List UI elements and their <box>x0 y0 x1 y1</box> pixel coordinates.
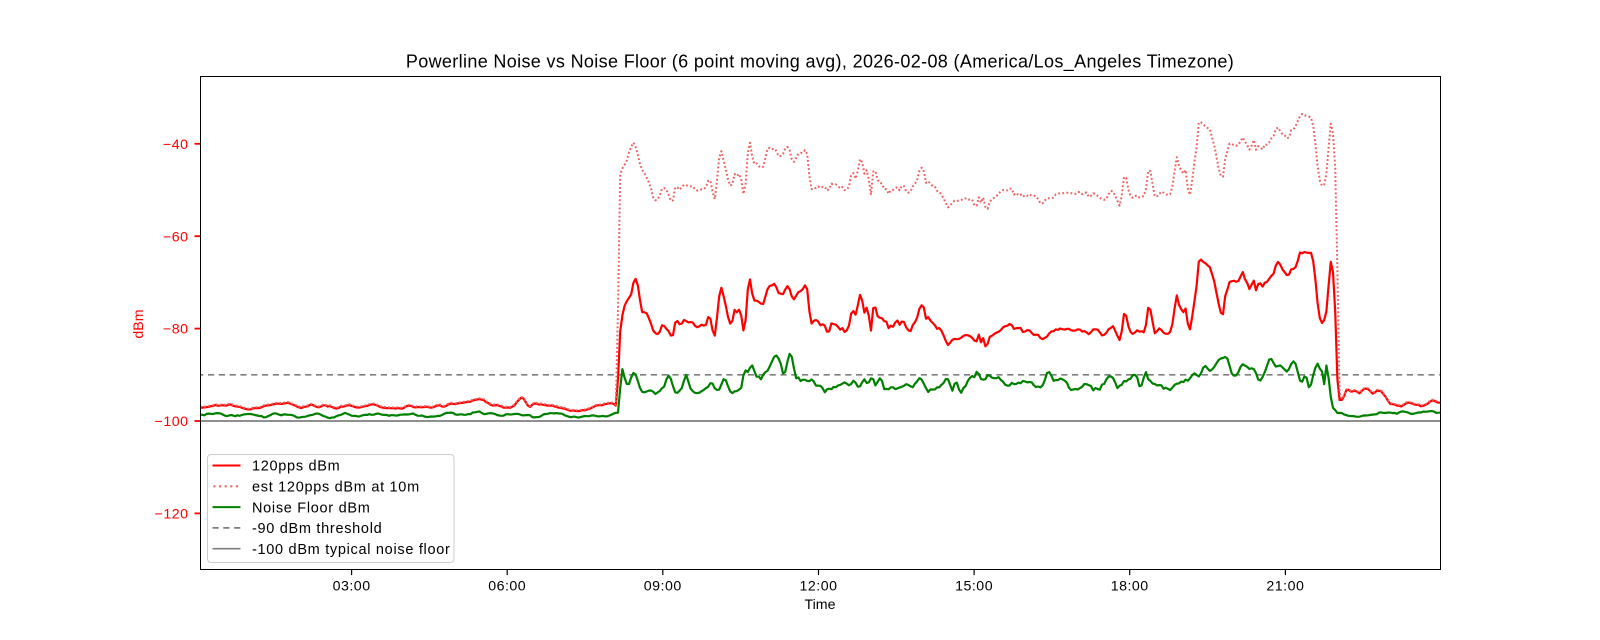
svg-text:−120: −120 <box>155 507 189 523</box>
svg-text:Time: Time <box>804 597 835 613</box>
svg-text:−40: −40 <box>163 137 189 153</box>
svg-text:03:00: 03:00 <box>333 578 371 594</box>
svg-text:06:00: 06:00 <box>488 578 526 594</box>
svg-text:Powerline Noise vs Noise Floor: Powerline Noise vs Noise Floor (6 point … <box>406 52 1234 73</box>
svg-text:21:00: 21:00 <box>1266 578 1304 594</box>
svg-text:-100 dBm typical noise floor: -100 dBm typical noise floor <box>252 542 451 558</box>
svg-text:−60: −60 <box>163 229 189 245</box>
svg-text:120pps dBm: 120pps dBm <box>252 459 340 475</box>
svg-text:-90 dBm threshold: -90 dBm threshold <box>252 521 382 537</box>
svg-text:−100: −100 <box>155 414 189 430</box>
svg-text:dBm: dBm <box>131 309 147 338</box>
svg-text:Noise Floor dBm: Noise Floor dBm <box>252 500 370 516</box>
svg-text:18:00: 18:00 <box>1111 578 1149 594</box>
svg-text:09:00: 09:00 <box>644 578 682 594</box>
svg-text:est 120pps dBm at 10m: est 120pps dBm at 10m <box>252 480 420 496</box>
svg-text:15:00: 15:00 <box>955 578 993 594</box>
svg-text:−80: −80 <box>163 322 189 338</box>
svg-text:12:00: 12:00 <box>799 578 837 594</box>
